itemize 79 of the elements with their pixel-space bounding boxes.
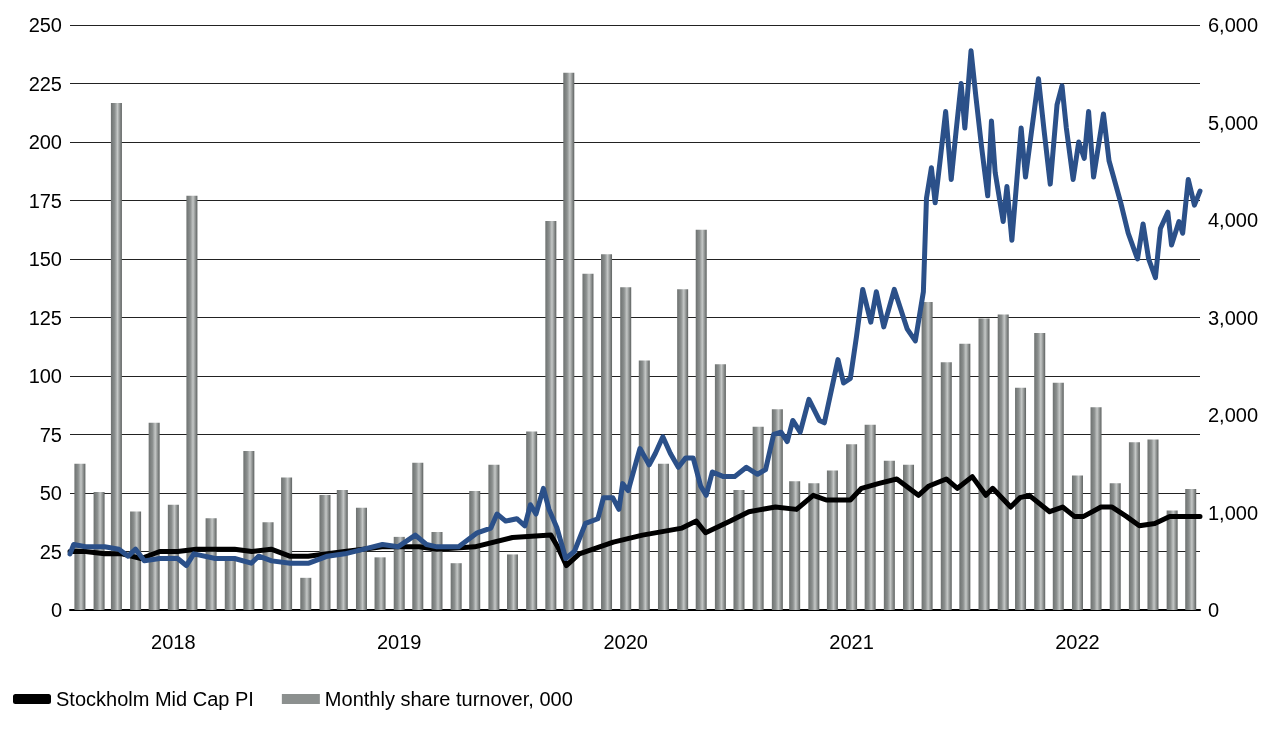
bar	[319, 494, 331, 610]
bar	[940, 362, 952, 610]
bar	[638, 360, 650, 610]
x-tick-label: 2022	[1055, 631, 1100, 653]
y2-tick-label: 4,000	[1208, 209, 1259, 231]
bar	[846, 444, 858, 610]
bar	[1090, 407, 1102, 610]
y-tick-label: 250	[28, 14, 62, 36]
y-tick-label: 150	[28, 248, 62, 270]
y-tick-label: 225	[28, 72, 62, 95]
bar	[620, 287, 632, 610]
bar	[771, 409, 783, 610]
bar	[1185, 489, 1197, 610]
bar	[1015, 387, 1027, 610]
y-tick-label: 125	[28, 306, 62, 329]
y-tick-label: 0	[50, 599, 62, 621]
bar	[677, 289, 689, 610]
bar	[978, 318, 990, 610]
bar	[921, 301, 933, 610]
bar	[903, 464, 915, 610]
bar	[488, 464, 500, 610]
bar	[355, 507, 367, 610]
bar	[545, 220, 557, 610]
y-tick-label: 50	[39, 482, 62, 504]
bar	[300, 577, 312, 610]
bar	[148, 422, 160, 610]
y-tick-label: 75	[39, 423, 62, 446]
bar	[1052, 382, 1064, 610]
bar	[695, 229, 707, 610]
y-tick-label: 200	[28, 131, 62, 153]
bar	[582, 273, 594, 610]
bar	[1147, 439, 1159, 610]
bar	[110, 103, 122, 610]
bar	[601, 254, 613, 610]
x-tick-label: 2021	[829, 631, 874, 653]
bar	[714, 364, 726, 610]
bar	[506, 554, 518, 610]
bar	[374, 557, 386, 610]
bar	[450, 563, 462, 610]
legend-label: Stockholm Mid Cap PI	[56, 688, 254, 710]
bar	[752, 426, 764, 610]
y-tick-label: 175	[28, 189, 62, 212]
x-tick-label: 2019	[376, 631, 422, 653]
bar	[808, 483, 820, 610]
y-tick-label: 25	[39, 540, 62, 563]
bar	[186, 195, 198, 610]
bar	[469, 491, 481, 610]
y2-tick-label: 6,000	[1208, 14, 1259, 36]
bar	[883, 460, 895, 610]
bar	[563, 72, 575, 610]
bar	[1071, 475, 1083, 610]
bar	[789, 481, 801, 610]
bar	[336, 490, 348, 610]
y-tick-label: 100	[28, 365, 62, 387]
bar	[959, 343, 971, 610]
bar	[1166, 510, 1178, 610]
bar	[224, 558, 236, 610]
legend-label: Monthly share turnover, 000	[324, 688, 573, 710]
bar	[74, 463, 86, 610]
bar	[93, 492, 105, 610]
bar	[997, 314, 1009, 610]
bar	[1109, 483, 1121, 610]
bar	[826, 470, 838, 610]
y2-tick-label: 5,000	[1208, 111, 1259, 134]
y2-tick-label: 3,000	[1208, 306, 1259, 329]
bar	[412, 462, 424, 610]
y2-tick-label: 1,000	[1208, 501, 1259, 524]
bar	[864, 424, 876, 610]
bar	[526, 431, 538, 610]
x-tick-label: 2018	[151, 631, 196, 653]
bar	[1034, 333, 1046, 610]
bar	[1128, 442, 1140, 610]
bar	[281, 477, 293, 610]
y2-tick-label: 2,000	[1208, 404, 1259, 426]
bar	[243, 451, 255, 610]
bar	[733, 490, 745, 610]
y2-tick-label: 0	[1208, 599, 1220, 621]
x-tick-label: 2020	[603, 631, 648, 653]
bar	[657, 463, 669, 610]
